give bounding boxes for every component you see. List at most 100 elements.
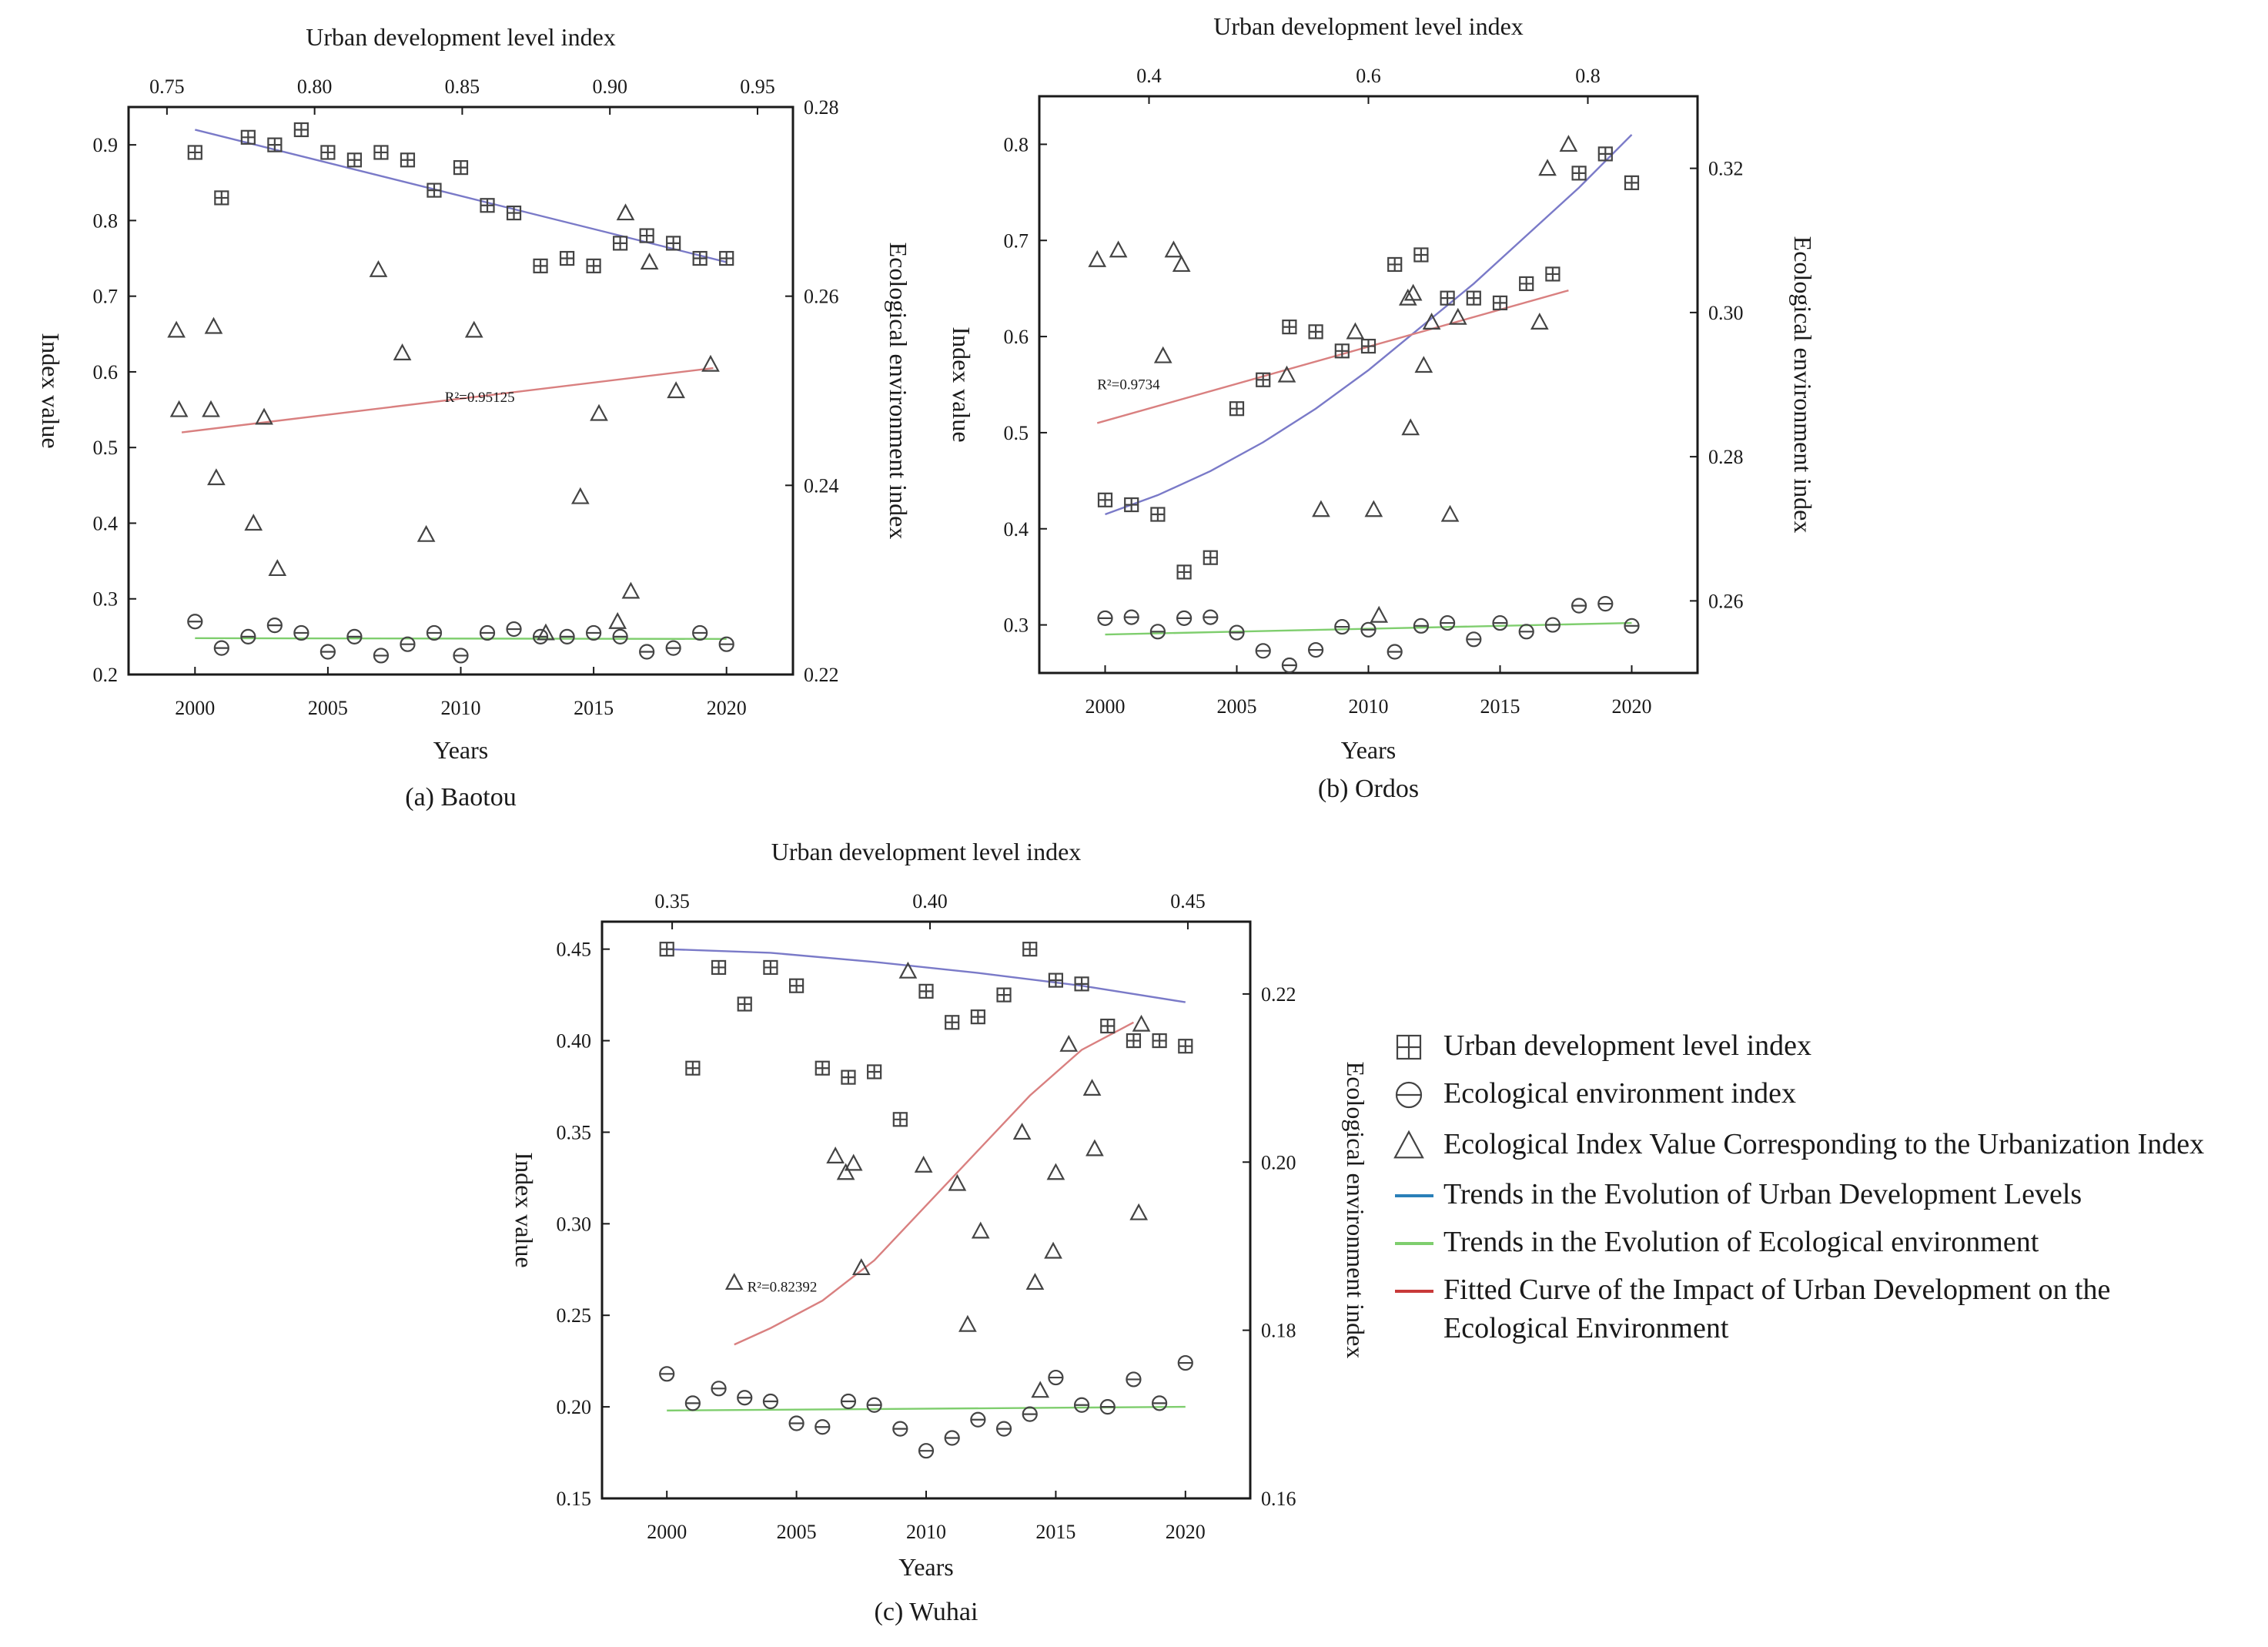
triangle-marker bbox=[1082, 1079, 1102, 1096]
triangle-marker bbox=[1346, 322, 1365, 340]
triangle-marker bbox=[1530, 313, 1549, 330]
x-tick-label: 2010 bbox=[1349, 695, 1389, 718]
y2-tick-label: 0.28 bbox=[1708, 446, 1744, 468]
y2-tick-label: 0.16 bbox=[1261, 1488, 1296, 1510]
triangle-marker bbox=[724, 1273, 744, 1290]
y2-axis-title: Ecological environment index bbox=[1789, 236, 1817, 534]
triangle-marker bbox=[898, 961, 918, 979]
triangle-marker bbox=[948, 1173, 967, 1191]
triangle-marker bbox=[169, 400, 189, 417]
x-tick-label: 2005 bbox=[308, 697, 348, 719]
legend-item: Fitted Curve of the Impact of Urban Deve… bbox=[1395, 1274, 2110, 1344]
triangle-marker bbox=[1440, 504, 1460, 522]
triangle-marker bbox=[1401, 418, 1420, 436]
y2-tick-label: 0.28 bbox=[804, 96, 839, 119]
triangle-marker bbox=[1448, 307, 1467, 325]
triangle-marker bbox=[393, 343, 412, 360]
y-tick-label: 0.3 bbox=[93, 588, 119, 611]
triangle-marker bbox=[958, 1314, 977, 1332]
x2-axis-title: Urban development level index bbox=[771, 838, 1082, 865]
triangle-marker bbox=[1312, 500, 1330, 517]
y-tick-label: 0.30 bbox=[557, 1213, 592, 1235]
triangle-marker bbox=[202, 400, 220, 417]
x-tick-label: 2015 bbox=[574, 697, 614, 719]
triangle-marker bbox=[1364, 500, 1383, 517]
trend-line-3 bbox=[667, 948, 1186, 1003]
chart-panel-1: 2000 2005 2010 2015 2020 0.3 0.4 0.5 0.6 0.7 0.8 0.… bbox=[948, 12, 1817, 803]
triangle-marker bbox=[1085, 1139, 1104, 1157]
legend-label-line: Fitted Curve of the Impact of Urban Deve… bbox=[1443, 1274, 2110, 1306]
y-tick-label: 0.3 bbox=[1004, 614, 1029, 637]
triangle-marker bbox=[1109, 240, 1128, 258]
triangle-marker bbox=[616, 203, 635, 221]
triangle-marker bbox=[1046, 1163, 1065, 1180]
x-axis-title: Years bbox=[1341, 736, 1396, 764]
y-tick-label: 0.5 bbox=[1004, 422, 1029, 444]
x-tick-label: 2005 bbox=[777, 1521, 817, 1543]
y-tick-label: 0.8 bbox=[93, 209, 119, 232]
y-tick-label: 0.7 bbox=[1004, 229, 1029, 252]
x-tick-label: 2000 bbox=[1085, 695, 1126, 718]
panel-caption: (c) Wuhai bbox=[875, 1598, 978, 1626]
triangle-marker bbox=[255, 407, 273, 425]
y-tick-label: 0.6 bbox=[93, 361, 119, 383]
y-tick-label: 0.15 bbox=[557, 1488, 592, 1510]
triangle-marker bbox=[836, 1163, 855, 1180]
legend: Urban development level index Ecological … bbox=[1393, 1029, 2204, 1344]
triangle-marker bbox=[1538, 159, 1557, 176]
legend-label: Trends in the Evolution of Ecological en… bbox=[1443, 1226, 2039, 1258]
legend-item: Trends in the Evolution of Ecological en… bbox=[1395, 1226, 2039, 1258]
x-tick-label: 2005 bbox=[1217, 695, 1257, 718]
x-axis-title: Years bbox=[433, 736, 488, 764]
triangle-marker bbox=[1025, 1273, 1045, 1290]
y2-tick-label: 0.22 bbox=[804, 664, 839, 686]
x-tick-label: 2020 bbox=[707, 697, 747, 719]
x2-tick-label: 0.40 bbox=[912, 890, 948, 912]
x-tick-label: 2000 bbox=[647, 1521, 687, 1543]
x2-tick-label: 0.8 bbox=[1575, 65, 1601, 87]
triangle-marker bbox=[640, 253, 659, 270]
y-tick-label: 0.6 bbox=[1004, 326, 1029, 348]
trend-line-4 bbox=[667, 1405, 1186, 1412]
triangle-marker bbox=[608, 611, 627, 629]
triangle-marker bbox=[268, 559, 287, 577]
y-tick-label: 0.5 bbox=[93, 437, 119, 459]
legend-label: Ecological environment index bbox=[1443, 1077, 1796, 1110]
triangle-marker bbox=[1164, 240, 1183, 258]
panel-caption: (a) Baotou bbox=[405, 783, 516, 812]
legend-label: Fitted Curve of the Impact of Urban Deve… bbox=[1443, 1274, 2110, 1344]
y-axis-title: Index value bbox=[37, 333, 65, 448]
triangle-marker bbox=[1559, 135, 1578, 152]
legend-item: Ecological environment index bbox=[1395, 1077, 1796, 1110]
x2-tick-label: 0.4 bbox=[1136, 65, 1162, 87]
triangle-marker bbox=[244, 514, 263, 531]
triangle-marker bbox=[701, 354, 720, 372]
y2-axis-title: Ecological environment index bbox=[1342, 1062, 1370, 1359]
triangle-marker bbox=[1031, 1381, 1050, 1398]
y2-tick-label: 0.20 bbox=[1261, 1151, 1296, 1173]
triangle-marker bbox=[1059, 1034, 1079, 1052]
triangle-marker bbox=[416, 524, 436, 542]
triangle-marker bbox=[1044, 1241, 1062, 1259]
legend-item: Trends in the Evolution of Urban Develop… bbox=[1395, 1178, 2082, 1210]
legend-label: Trends in the Evolution of Urban Develop… bbox=[1443, 1178, 2082, 1210]
y-tick-label: 0.35 bbox=[557, 1121, 592, 1143]
triangle-marker bbox=[621, 581, 641, 599]
triangle-marker bbox=[1012, 1123, 1032, 1140]
legend-label-line: Ecological Environment bbox=[1443, 1312, 1729, 1344]
triangle-marker bbox=[537, 623, 555, 641]
trend-line-3 bbox=[1105, 134, 1633, 516]
trend-line-4 bbox=[1105, 621, 1632, 636]
triangle-marker bbox=[1088, 249, 1107, 267]
trend-line-3 bbox=[195, 129, 727, 263]
triangle-marker bbox=[590, 403, 608, 421]
y2-tick-label: 0.22 bbox=[1261, 983, 1296, 1006]
triangle-marker bbox=[971, 1221, 990, 1239]
triangle-marker bbox=[1398, 288, 1417, 306]
y2-axis-title: Ecological environment index bbox=[885, 243, 912, 540]
x2-tick-label: 0.95 bbox=[740, 75, 775, 98]
y-tick-label: 0.4 bbox=[1004, 518, 1029, 541]
chart-panel-2: 2000 2005 2010 2015 2020 0.15 0.20 0.25 0.30 0.35… bbox=[510, 838, 1370, 1626]
x2-tick-label: 0.80 bbox=[297, 75, 333, 98]
